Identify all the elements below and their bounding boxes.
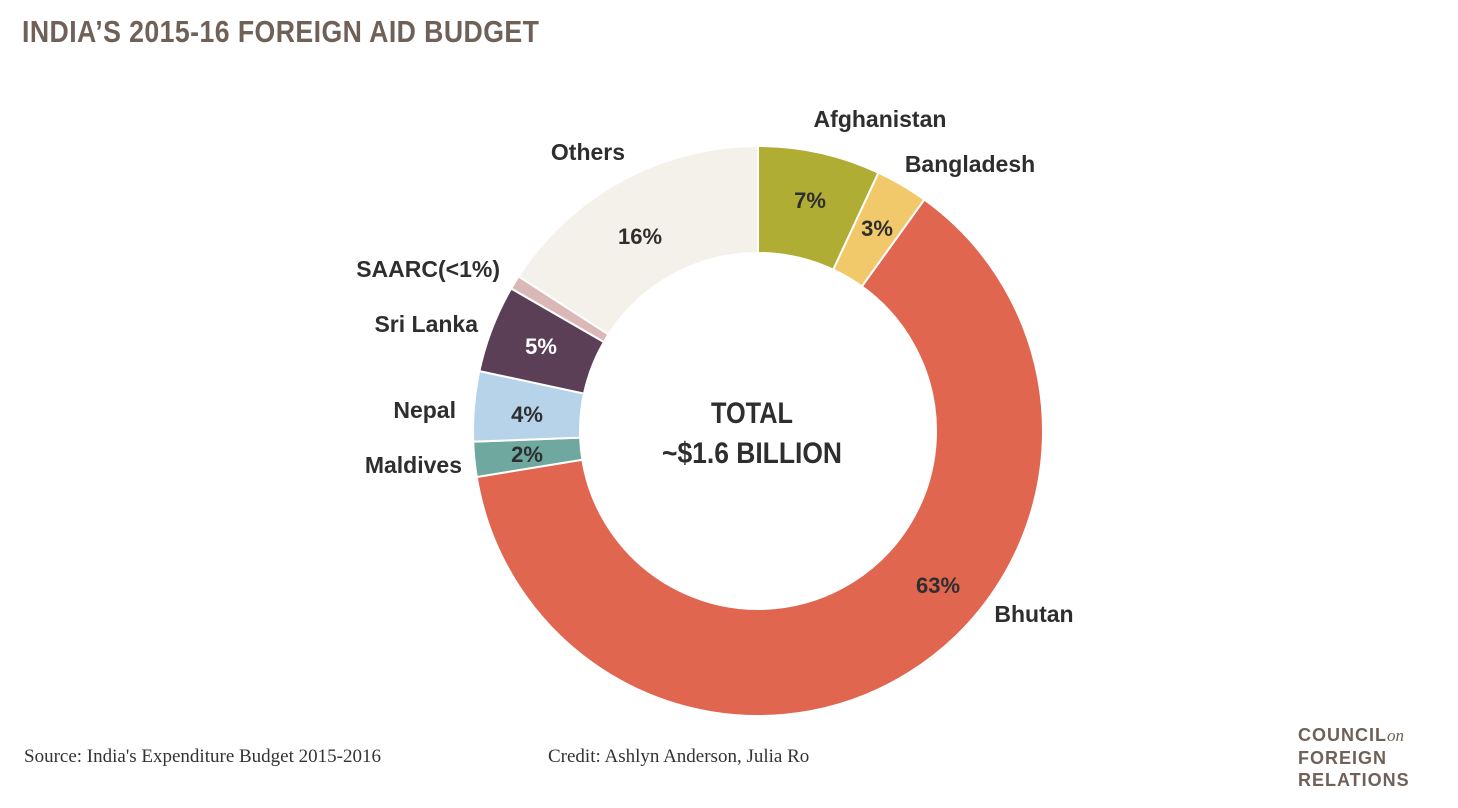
label-saarc-1: SAARC(<1%) [356, 256, 500, 282]
donut-slices [472, 144, 1044, 717]
slice-labels: Afghanistan 7% Bangladesh 3% Bhutan 63% Maldiv… [356, 106, 1073, 627]
center-total-value: ~$1.6 BILLION [662, 437, 842, 470]
chart-title: INDIA’S 2015-16 FOREIGN AID BUDGET [22, 14, 540, 49]
label-sri-lanka: Sri Lanka [374, 311, 478, 337]
cfr-logo: COUNCILon FOREIGN RELATIONS [1298, 724, 1410, 791]
label-maldives: Maldives [365, 452, 462, 478]
logo-line-foreign: FOREIGN [1298, 748, 1388, 768]
value-bangladesh: 3% [861, 216, 893, 241]
value-sri-lanka: 5% [525, 334, 557, 359]
label-others: Others [551, 139, 625, 165]
slice-bhutan [475, 198, 1044, 717]
label-afghanistan: Afghanistan [814, 106, 947, 132]
label-bangladesh: Bangladesh [905, 151, 1035, 177]
value-maldives: 2% [511, 442, 543, 467]
center-total-label: TOTAL [711, 397, 793, 430]
label-bhutan: Bhutan [994, 601, 1073, 627]
value-nepal: 4% [511, 402, 543, 427]
label-nepal: Nepal [393, 397, 456, 423]
value-afghanistan: 7% [794, 188, 826, 213]
credit-note: Credit: Ashlyn Anderson, Julia Ro [548, 746, 810, 767]
value-bhutan: 63% [916, 573, 960, 598]
source-note: Source: India's Expenditure Budget 2015-… [24, 746, 381, 767]
slice-others [517, 144, 759, 336]
logo-on: on [1387, 726, 1404, 745]
logo-line-relations: RELATIONS [1298, 770, 1410, 790]
logo-line-council: COUNCIL [1298, 725, 1387, 745]
value-others: 16% [618, 224, 662, 249]
